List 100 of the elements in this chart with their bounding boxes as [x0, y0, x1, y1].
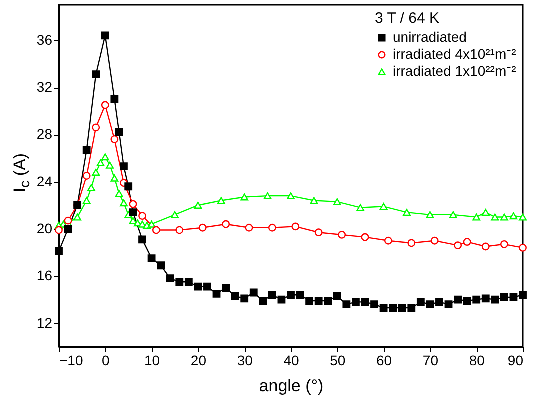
point	[449, 211, 458, 218]
point	[268, 291, 276, 300]
point	[491, 296, 500, 304]
point	[82, 197, 91, 204]
point	[430, 236, 439, 245]
point	[278, 296, 286, 304]
point	[472, 214, 481, 221]
y-tick-label: 16	[36, 268, 53, 284]
point	[380, 304, 388, 312]
x-tick-label: −10	[60, 352, 84, 368]
point	[324, 297, 332, 305]
point	[55, 226, 63, 234]
point	[101, 101, 110, 110]
x-tick-label: 80	[469, 352, 486, 368]
point	[482, 209, 490, 216]
y-tick-label: 20	[36, 220, 53, 237]
point	[138, 212, 146, 220]
point	[454, 242, 462, 250]
point	[314, 297, 323, 305]
legend-label: unirradiated	[393, 29, 467, 45]
legend-label: irradiated 4x10²¹m⁻²	[393, 46, 517, 62]
point	[120, 162, 128, 171]
point	[482, 294, 490, 303]
point	[338, 231, 346, 239]
point	[92, 124, 100, 132]
point	[287, 192, 295, 200]
point	[157, 262, 166, 270]
point	[231, 292, 240, 300]
point	[296, 291, 304, 300]
point	[426, 300, 434, 308]
point	[500, 240, 508, 248]
legend-label: irradiated 1x10²²m⁻²	[393, 63, 517, 79]
point	[463, 238, 472, 246]
point	[306, 297, 314, 305]
point	[389, 304, 398, 312]
point	[416, 298, 425, 306]
point	[436, 298, 444, 306]
x-tick-label: 10	[144, 352, 160, 368]
point	[92, 168, 100, 176]
point	[152, 226, 160, 234]
point	[198, 224, 207, 232]
point	[82, 172, 91, 180]
x-axis-title: angle (°)	[259, 376, 324, 396]
point	[250, 288, 258, 297]
point	[115, 190, 124, 198]
point	[292, 222, 300, 231]
point	[96, 160, 105, 167]
point	[148, 220, 156, 228]
point	[129, 208, 138, 217]
point	[129, 200, 138, 208]
legend-title: 3 T / 64 K	[375, 10, 440, 27]
point	[426, 211, 434, 218]
point	[110, 135, 119, 144]
y-tick-label: 24	[36, 173, 53, 190]
x-tick-label: 0	[102, 352, 110, 368]
point	[124, 182, 133, 191]
point	[361, 233, 370, 242]
point	[500, 294, 508, 302]
x-tick-label: 40	[284, 352, 300, 368]
point	[222, 284, 230, 292]
point	[370, 300, 378, 308]
point	[510, 212, 518, 220]
point	[176, 226, 184, 234]
point	[129, 217, 138, 224]
point	[148, 254, 156, 263]
point	[115, 128, 124, 136]
point	[333, 198, 342, 206]
y-tick-label: 28	[36, 126, 53, 142]
point	[510, 294, 518, 302]
point	[106, 162, 114, 169]
point	[342, 300, 351, 308]
point	[171, 211, 179, 218]
point	[245, 224, 254, 232]
point	[444, 300, 453, 308]
point	[264, 192, 272, 200]
x-tick-label: 20	[190, 352, 207, 368]
point	[398, 304, 406, 312]
point	[380, 203, 388, 210]
point	[491, 214, 500, 221]
point	[184, 278, 193, 286]
point	[472, 296, 481, 304]
point	[194, 202, 202, 209]
point	[92, 70, 100, 79]
point	[194, 282, 202, 291]
point	[310, 197, 318, 204]
point	[403, 209, 411, 216]
point	[110, 95, 119, 104]
y-tick-label: 12	[36, 314, 53, 331]
point	[287, 291, 295, 300]
x-tick-label: 70	[422, 352, 439, 368]
point	[519, 291, 527, 300]
point	[240, 194, 249, 201]
point	[82, 146, 91, 154]
point	[482, 242, 490, 251]
point	[356, 204, 365, 212]
x-tick-label: 60	[376, 352, 392, 368]
point	[408, 304, 416, 312]
point	[259, 297, 268, 305]
point	[64, 225, 72, 234]
point	[408, 239, 416, 248]
